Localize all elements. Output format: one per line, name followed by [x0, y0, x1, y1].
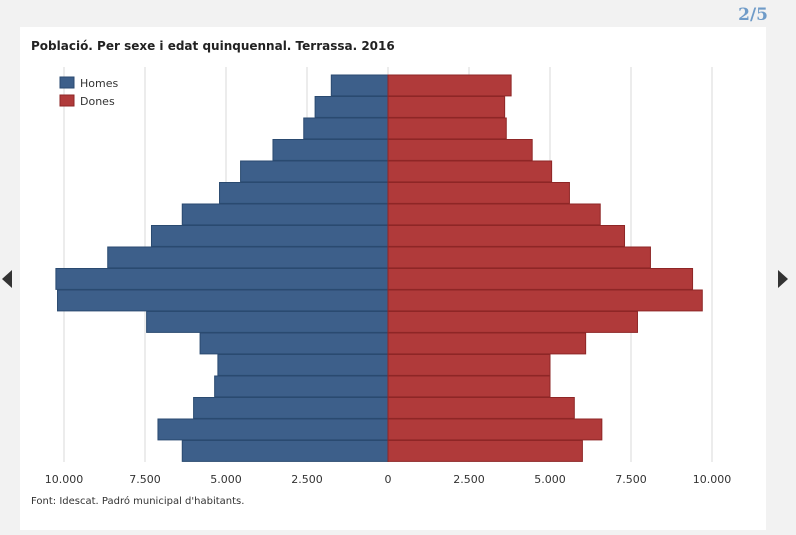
homes-bar — [193, 397, 389, 419]
legend-swatch — [59, 76, 75, 89]
homes-bar — [157, 418, 389, 441]
population-pyramid-chart: 10.000 7.500 5.000 2.500 0 2.500 5.000 7.500 10.… — [45, 67, 732, 486]
dones-bar — [387, 375, 551, 398]
dones-bar — [387, 268, 694, 290]
legend-swatch — [59, 94, 75, 107]
homes-bar — [55, 268, 389, 290]
x-tick-label: 7.500 — [615, 473, 647, 486]
prev-arrow-icon[interactable] — [2, 270, 12, 288]
homes-bar — [214, 375, 389, 398]
homes-bar — [330, 74, 389, 97]
legend-label: Homes — [80, 77, 118, 90]
dones-bar — [387, 139, 533, 161]
dones-bar — [387, 332, 587, 355]
dones-bar — [387, 289, 703, 312]
x-tick-label: 5.000 — [210, 473, 242, 486]
homes-bar — [146, 311, 389, 333]
x-tick-label: 0 — [385, 473, 392, 486]
dones-bar — [387, 225, 626, 247]
x-tick-label: 5.000 — [534, 473, 566, 486]
chart-card: Població. Per sexe i edat quinquennal. T… — [20, 27, 766, 530]
dones-bar — [387, 354, 551, 376]
homes-bar — [314, 96, 389, 118]
homes-bar — [199, 332, 389, 355]
dones-bar — [387, 440, 583, 462]
chart-source: Font: Idescat. Padró municipal d'habitan… — [31, 496, 245, 507]
dones-bar — [387, 160, 553, 183]
homes-bar — [303, 117, 389, 140]
x-tick-label: 10.000 — [693, 473, 732, 486]
dones-bar — [387, 182, 570, 204]
homes-bar — [107, 246, 389, 269]
x-tick-label: 10.000 — [45, 473, 84, 486]
homes-bar — [240, 160, 389, 183]
dones-bar — [387, 311, 638, 333]
dones-bar — [387, 203, 601, 226]
dones-bar — [387, 117, 507, 140]
dones-bar — [387, 74, 512, 97]
x-tick-label: 2.500 — [453, 473, 485, 486]
dones-bar — [387, 397, 575, 419]
x-tick-label: 7.500 — [129, 473, 161, 486]
homes-bar — [181, 203, 389, 226]
homes-bar — [219, 182, 389, 204]
dones-bar — [387, 96, 506, 118]
homes-bar — [57, 289, 389, 312]
dones-bar — [387, 246, 651, 269]
x-tick-label: 2.500 — [291, 473, 323, 486]
homes-bar — [272, 139, 389, 161]
homes-bar — [150, 225, 389, 247]
chart-title: Població. Per sexe i edat quinquennal. T… — [31, 39, 395, 53]
next-arrow-icon[interactable] — [778, 270, 788, 288]
homes-bar — [181, 440, 389, 462]
pager: 2/5 — [738, 5, 768, 25]
legend-label: Dones — [80, 95, 115, 108]
homes-bar — [217, 354, 389, 376]
dones-bar — [387, 418, 603, 441]
